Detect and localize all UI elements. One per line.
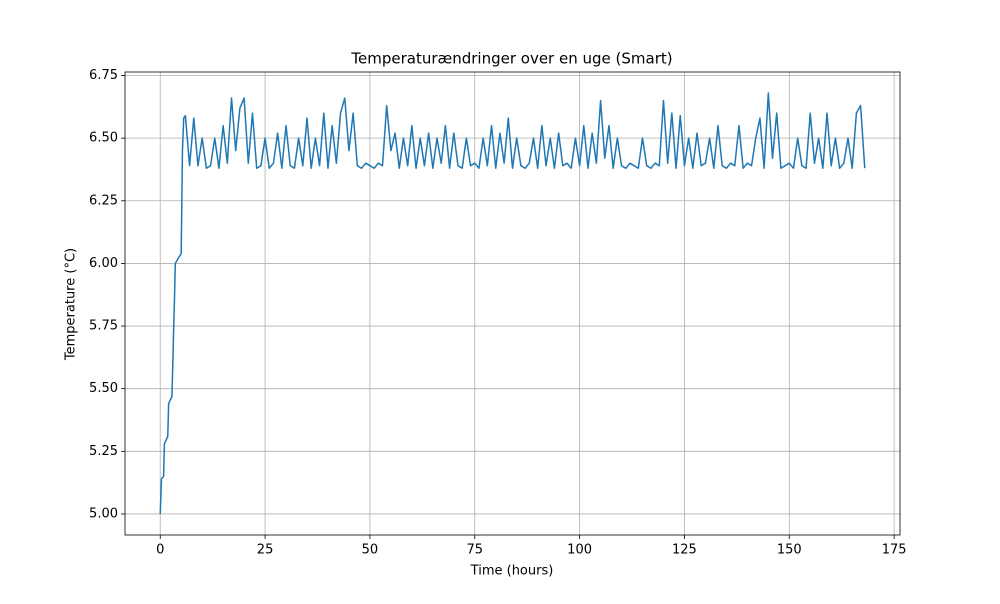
y-tick-label: 5.75 (89, 319, 118, 334)
x-tick-label: 75 (466, 543, 483, 558)
x-tick-label: 0 (156, 543, 164, 558)
x-tick-label: 100 (567, 543, 592, 558)
y-tick-label: 6.75 (89, 68, 118, 83)
x-tick-label: 50 (362, 543, 379, 558)
chart-title: Temperaturændringer over en uge (Smart) (350, 50, 672, 68)
x-tick-label: 125 (672, 543, 697, 558)
plot-frame (124, 71, 901, 536)
y-tick-label: 6.25 (89, 193, 118, 208)
x-tick-label: 175 (882, 543, 907, 558)
y-tick-label: 5.50 (89, 381, 118, 396)
y-tick-label: 6.50 (89, 131, 118, 146)
y-tick-label: 6.00 (89, 256, 118, 271)
data-line (159, 92, 866, 514)
x-axis-label: Time (hours) (470, 564, 554, 579)
x-tick-label: 150 (777, 543, 802, 558)
y-tick-label: 5.25 (89, 444, 118, 459)
x-tick-label: 25 (257, 543, 274, 558)
y-tick-label: 5.00 (89, 506, 118, 521)
y-axis-label: Temperature (°C) (64, 248, 79, 361)
